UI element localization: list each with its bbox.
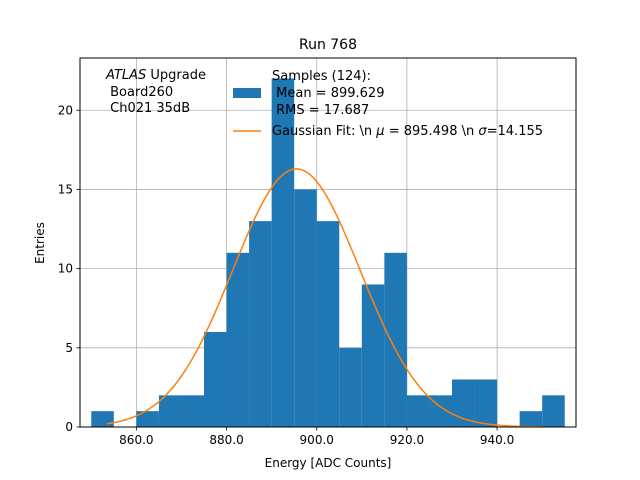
y-tick-label: 0: [65, 420, 73, 434]
legend-fit-label: Gaussian Fit: \n μ = 895.498 \n σ=14.155: [272, 124, 543, 139]
legend-hist-line-1: Samples (124):: [272, 69, 371, 84]
histogram-bar: [294, 189, 317, 427]
histogram-bar: [452, 379, 475, 427]
y-tick-label: 20: [58, 103, 73, 117]
y-axis-label: Entries: [33, 222, 47, 264]
annotation-atlas: ATLAS: [105, 68, 146, 83]
x-tick-label: 920.0: [390, 433, 424, 447]
histogram-bar: [181, 395, 204, 427]
legend-fit-suffix: =14.155: [487, 124, 543, 139]
gaussian-fit-curve: [106, 168, 543, 428]
chart-title: Run 768: [299, 37, 357, 53]
histogram-bar: [474, 379, 498, 427]
histogram-bar: [519, 411, 543, 427]
annotation-line-3: Ch021 35dB: [106, 101, 190, 116]
histogram-bars: [91, 78, 565, 427]
histogram-bar: [91, 411, 114, 427]
histogram-bar: [136, 411, 159, 427]
histogram-bar: [339, 347, 362, 427]
histogram-bar: [316, 221, 340, 427]
histogram-bar: [361, 284, 385, 427]
x-tick-label: 900.0: [300, 433, 334, 447]
histogram-bar: [204, 331, 227, 427]
legend: Samples (124): Mean = 899.629 RMS = 17.6…: [233, 69, 543, 139]
y-tick-label: 15: [58, 182, 73, 196]
legend-hist-line-3: RMS = 17.687: [272, 103, 369, 118]
legend-fit-mid: = 895.498 \n: [385, 124, 479, 139]
histogram-bar: [542, 395, 565, 427]
x-tick-label: 940.0: [480, 433, 514, 447]
legend-hist-swatch: [233, 88, 261, 98]
annotation-line-2: Board260: [106, 85, 173, 100]
histogram-bar: [226, 252, 250, 427]
y-tick-label: 5: [65, 341, 73, 355]
legend-hist-line-2: Mean = 899.629: [272, 86, 384, 101]
legend-fit-sigma: σ: [478, 124, 487, 139]
histogram-bar: [384, 252, 407, 427]
histogram-bar: [158, 395, 182, 427]
x-tick-label: 860.0: [119, 433, 153, 447]
histogram-bar: [271, 78, 295, 427]
x-axis-ticks: 860.0 880.0 900.0 920.0 940.0: [119, 427, 514, 447]
y-tick-label: 10: [58, 262, 73, 276]
legend-fit-prefix: Gaussian Fit: \n: [272, 124, 376, 139]
y-axis-ticks: 0 5 10 15 20: [58, 103, 80, 434]
plot-frame: [79, 57, 577, 428]
annotation-upgrade: Upgrade: [146, 68, 206, 83]
atlas-annotation: ATLAS Upgrade Board260 Ch021 35dB: [105, 68, 206, 116]
x-tick-label: 880.0: [209, 433, 243, 447]
x-axis-label: Energy [ADC Counts]: [265, 456, 392, 470]
annotation-line-1: ATLAS Upgrade: [105, 68, 206, 83]
legend-fit-mu: μ: [375, 124, 384, 139]
histogram-bar: [406, 395, 430, 427]
histogram-bar: [249, 221, 272, 427]
